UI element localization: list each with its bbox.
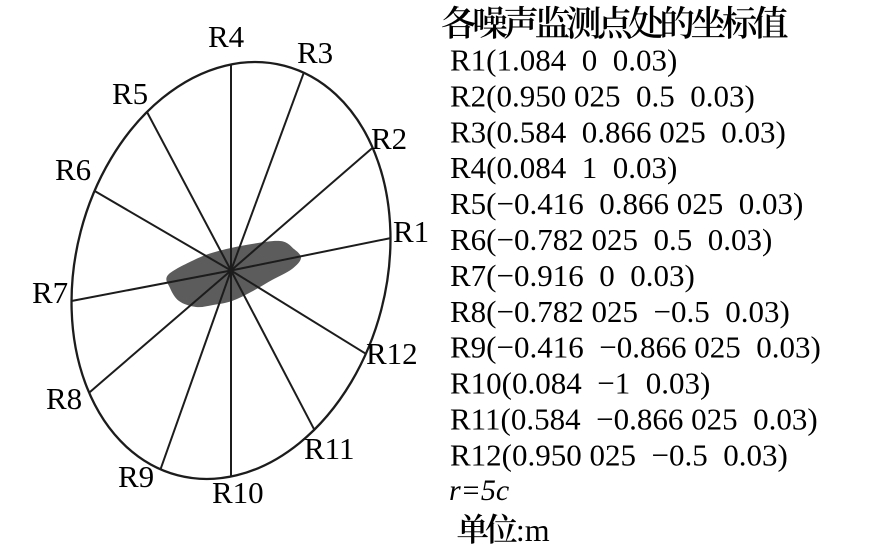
svg-text:R12(0.950 025 −0.5 0.03): R12(0.950 025 −0.5 0.03) [450,437,788,472]
svg-text:R4(0.084 1 0.03): R4(0.084 1 0.03) [450,150,677,185]
svg-text:R1(1.084 0 0.03): R1(1.084 0 0.03) [450,43,677,78]
svg-text:R11(0.584 −0.866 025 0.03): R11(0.584 −0.866 025 0.03) [450,402,818,437]
svg-text:R8(−0.782 025 −0.5 0.03): R8(−0.782 025 −0.5 0.03) [450,294,790,329]
svg-text:R5(−0.416 0.866 025 0.03): R5(−0.416 0.866 025 0.03) [450,186,803,221]
svg-text:R4: R4 [208,19,245,54]
svg-text:R11: R11 [304,431,355,466]
svg-text:R7(−0.916 0 0.03): R7(−0.916 0 0.03) [450,258,695,293]
svg-text:R10(0.084 −1 0.03): R10(0.084 −1 0.03) [450,366,710,401]
svg-text:R3(0.584 0.866 025 0.03): R3(0.584 0.866 025 0.03) [450,114,786,149]
svg-text:R2: R2 [371,121,407,156]
svg-text:R10: R10 [212,475,264,510]
svg-text::m: :m [516,512,550,548]
svg-text:R5: R5 [112,76,148,111]
svg-text:R9(−0.416 −0.866 025 0.03): R9(−0.416 −0.866 025 0.03) [450,330,821,365]
svg-text:R7: R7 [32,275,68,310]
svg-text:R9: R9 [118,459,154,494]
svg-text:R3: R3 [297,35,333,70]
svg-text:R8: R8 [46,381,82,416]
svg-text:R12: R12 [366,336,418,371]
svg-text:r=5c: r=5c [449,474,509,507]
svg-text:R6(−0.782 025 0.5 0.03): R6(−0.782 025 0.5 0.03) [450,222,772,257]
svg-text:R6: R6 [55,152,91,187]
svg-text:R1: R1 [393,214,429,249]
svg-text:R2(0.950 025 0.5 0.03): R2(0.950 025 0.5 0.03) [450,78,755,113]
